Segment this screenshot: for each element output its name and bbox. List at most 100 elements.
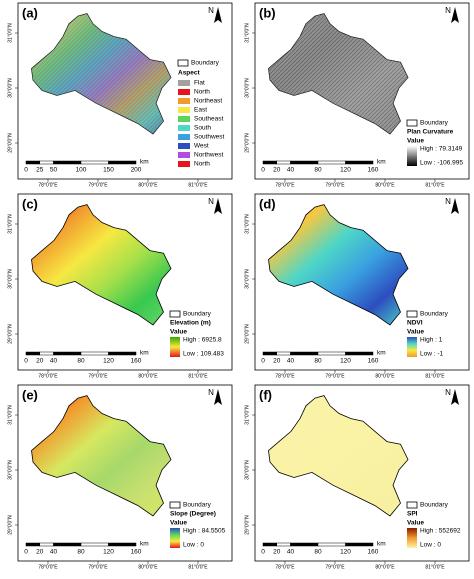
- longitude-label: 80°0'0"E: [375, 564, 395, 570]
- north-arrow: [451, 7, 459, 23]
- scale-bar-segment: [80, 351, 109, 356]
- longitude-label: 78°0'0"E: [38, 564, 58, 570]
- scale-bar-segment: [262, 351, 277, 356]
- scale-tick-label: 20: [273, 549, 281, 556]
- longitude-label: 81°0'0"E: [188, 373, 208, 379]
- scale-bar-segment: [108, 542, 137, 547]
- scale-tick-label: 160: [131, 549, 142, 556]
- latitude-label: 29°0'0"N: [7, 324, 13, 344]
- map-panel: 78°0'0"E 79°0'0"E 80°0'0"E 81°0'0"E 31°0'0"N…: [7, 384, 233, 570]
- legend-swatch: [178, 143, 190, 149]
- legend-swatch: [178, 98, 190, 104]
- scale-tick-label: 80: [314, 358, 322, 365]
- panel-label: (c): [22, 196, 38, 211]
- scale-tick-label: 160: [368, 167, 379, 174]
- scale-tick-label: 160: [368, 549, 379, 556]
- legend-boundary: Boundary: [420, 120, 449, 127]
- scale-tick-label: 0: [261, 549, 265, 556]
- study-area: [268, 395, 409, 517]
- scale-bar-segment: [39, 160, 54, 165]
- scale-bar-segment: [276, 542, 291, 547]
- boundary-swatch: [406, 310, 418, 318]
- legend-title: Slope (Degree): [170, 511, 216, 518]
- legend-class: South: [194, 125, 211, 132]
- scale-tick-label: 150: [103, 167, 114, 174]
- study-area-texture: [268, 13, 408, 134]
- legend-value-title: Value: [170, 329, 187, 336]
- panel-label-box: [20, 387, 42, 403]
- boundary-swatch: [406, 501, 418, 509]
- scale-tick-label: 40: [287, 167, 295, 174]
- scale-bar-segment: [345, 351, 374, 356]
- legend-high: High : 84.5505: [183, 528, 226, 535]
- legend-class: Southeast: [194, 116, 223, 123]
- latitude-label: 29°0'0"N: [7, 515, 13, 535]
- legend-boundary: Boundary: [183, 311, 212, 318]
- legend-title: Plan Curvature: [407, 129, 454, 136]
- north-label: N: [208, 197, 214, 206]
- map-panel: 78°0'0"E 79°0'0"E 80°0'0"E 81°0'0"E 31°0'0"N…: [7, 2, 233, 188]
- scale-unit: km: [140, 159, 149, 166]
- north-label: N: [445, 388, 451, 397]
- study-area: [31, 204, 172, 326]
- north-label: N: [208, 388, 214, 397]
- longitude-label: 80°0'0"E: [138, 182, 158, 188]
- legend-low: Low : -1: [420, 351, 444, 358]
- longitude-label: 79°0'0"E: [325, 373, 345, 379]
- color-ramp: [170, 528, 180, 548]
- legend-title: SPI: [407, 511, 418, 518]
- boundary-swatch: [169, 501, 181, 509]
- legend-high: High : 79.3149: [420, 146, 463, 153]
- legend-class: North: [194, 161, 210, 168]
- longitude-label: 81°0'0"E: [425, 373, 445, 379]
- scale-tick-label: 20: [273, 358, 281, 365]
- north-arrow: [451, 198, 459, 214]
- scale-bar-segment: [262, 160, 277, 165]
- scale-bar-segment: [290, 542, 319, 547]
- scale-bar-segment: [345, 160, 374, 165]
- latitude-label: 31°0'0"N: [244, 405, 250, 425]
- scale-tick-label: 120: [340, 358, 351, 365]
- longitude-label: 81°0'0"E: [425, 182, 445, 188]
- longitude-label: 78°0'0"E: [275, 182, 295, 188]
- legend-value-title: Value: [407, 520, 424, 527]
- latitude-label: 31°0'0"N: [7, 405, 13, 425]
- scale-bar-segment: [39, 351, 54, 356]
- longitude-label: 81°0'0"E: [188, 182, 208, 188]
- legend-low: Low : -106.995: [420, 160, 463, 167]
- legend-class: Flat: [194, 80, 205, 87]
- color-ramp: [407, 337, 417, 357]
- legend-swatch: [178, 116, 190, 122]
- scale-bar-segment: [25, 542, 40, 547]
- longitude-label: 78°0'0"E: [38, 373, 58, 379]
- scale-unit: km: [377, 541, 386, 548]
- legend-class: East: [194, 107, 207, 114]
- legend-boundary: Boundary: [420, 311, 449, 318]
- latitude-label: 29°0'0"N: [244, 324, 250, 344]
- map-panel: 78°0'0"E 79°0'0"E 80°0'0"E 81°0'0"E 31°0'0"N…: [7, 193, 233, 379]
- scale-tick-label: 0: [261, 358, 265, 365]
- scale-bar-segment: [290, 351, 319, 356]
- scale-bar-segment: [53, 160, 82, 165]
- legend-boundary: Boundary: [420, 502, 449, 509]
- study-area: [31, 395, 172, 517]
- legend-value-title: Value: [170, 520, 187, 527]
- scale-bar-segment: [25, 160, 40, 165]
- legend-swatch: [178, 80, 190, 86]
- scale-tick-label: 100: [76, 167, 87, 174]
- north-arrow: [214, 7, 222, 23]
- scale-tick-label: 80: [77, 358, 85, 365]
- scale-bar-segment: [108, 160, 137, 165]
- legend-low: Low : 109.483: [183, 351, 224, 358]
- scale-tick-label: 40: [287, 549, 295, 556]
- legend-title: NDVI: [407, 320, 423, 327]
- latitude-label: 29°0'0"N: [244, 515, 250, 535]
- scale-bar-segment: [25, 351, 40, 356]
- north-arrow: [451, 389, 459, 405]
- latitude-label: 29°0'0"N: [244, 133, 250, 153]
- north-arrow: [214, 389, 222, 405]
- scale-unit: km: [140, 541, 149, 548]
- legend-value-title: Value: [407, 329, 424, 336]
- scale-bar-segment: [345, 542, 374, 547]
- longitude-label: 80°0'0"E: [138, 373, 158, 379]
